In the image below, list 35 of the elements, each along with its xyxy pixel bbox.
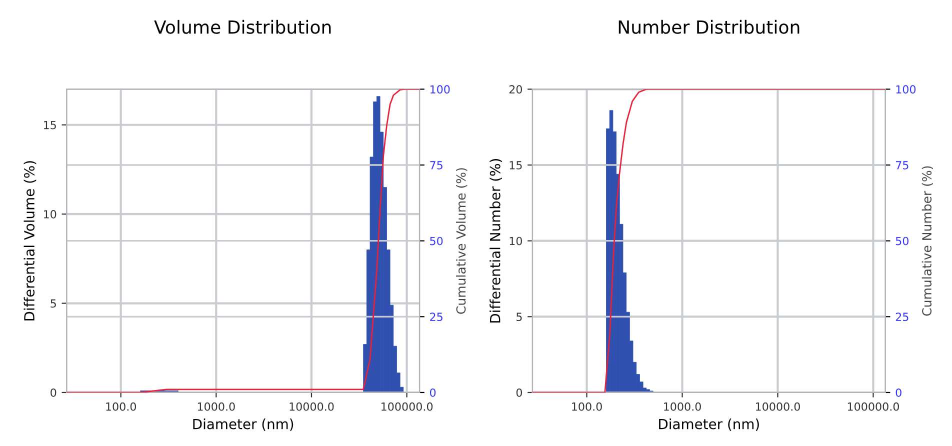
y2-tick-label: 50 (896, 236, 908, 246)
y2-axis-title: Cumulative Number (%) (922, 166, 933, 316)
y2-tick-label: 100 (896, 85, 916, 94)
x-tick-label: 10000.0 (290, 402, 334, 411)
x-axis-title: Diameter (nm) (659, 418, 759, 431)
y2-tick-label: 0 (430, 388, 436, 397)
y2-tick-label: 50 (430, 236, 443, 246)
y-tick-label: 15 (44, 121, 56, 130)
x-tick-label: 100000.0 (848, 402, 899, 411)
y2-tick-label: 100 (430, 85, 450, 94)
y-axis-title: Differential Number (%) (490, 159, 502, 322)
y-tick-label: 10 (510, 236, 522, 246)
y-axis-title: Differential Volume (%) (24, 161, 36, 320)
x-tick-label: 1000.0 (198, 402, 235, 411)
x-tick-label: 100000.0 (382, 402, 433, 411)
y-tick-label: 10 (44, 210, 56, 218)
x-tick-label: 1000.0 (664, 402, 701, 411)
y-tick-label: 20 (509, 85, 522, 94)
y2-tick-label: 25 (430, 312, 442, 322)
chart-title: Volume Distribution (154, 20, 331, 34)
y2-tick-label: 25 (896, 312, 908, 322)
x-tick-label: 100.0 (106, 402, 136, 411)
y-tick-label: 0 (516, 388, 522, 397)
y2-tick-label: 0 (896, 388, 902, 397)
y2-axis-title: Cumulative Volume (%) (456, 168, 468, 314)
x-tick-label: 10000.0 (756, 402, 800, 411)
y2-tick-label: 75 (896, 161, 908, 170)
x-axis-title: Diameter (nm) (193, 418, 294, 431)
y-tick-label: 15 (510, 161, 522, 170)
y-tick-label: 0 (50, 388, 56, 397)
y-tick-label: 5 (50, 299, 56, 308)
chart-title: Number Distribution (618, 20, 800, 34)
y2-tick-label: 75 (430, 161, 442, 170)
y-tick-label: 5 (516, 312, 522, 322)
x-tick-label: 100.0 (572, 402, 602, 411)
